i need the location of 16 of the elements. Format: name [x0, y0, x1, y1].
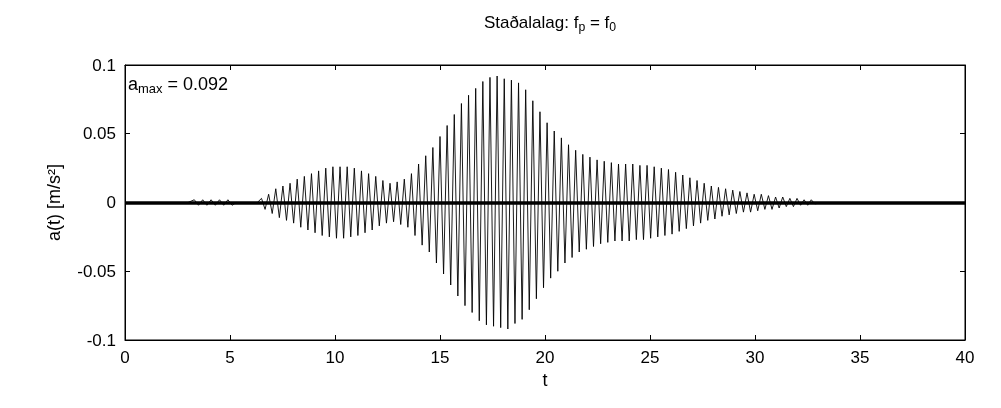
y-tick-label: 0.1	[92, 55, 116, 75]
x-tick-label: 0	[120, 348, 130, 367]
x-axis-title: t	[542, 369, 548, 390]
y-tick-label: -0.1	[86, 330, 116, 350]
x-tick-label: 10	[325, 348, 345, 367]
y-tick-label: 0	[106, 193, 116, 212]
y-tick-label: -0.05	[77, 261, 116, 281]
x-tick-label: 15	[430, 348, 450, 367]
x-tick-label: 25	[640, 348, 660, 367]
x-tick-label: 35	[850, 348, 870, 367]
y-tick-label: 0.05	[82, 124, 116, 144]
x-tick-label: 30	[745, 348, 765, 367]
x-tick-label: 40	[955, 348, 975, 367]
y-axis-title: a(t) [m/s²]	[44, 164, 64, 241]
x-tick-label: 20	[535, 348, 555, 367]
x-tick-label: 5	[225, 348, 235, 367]
